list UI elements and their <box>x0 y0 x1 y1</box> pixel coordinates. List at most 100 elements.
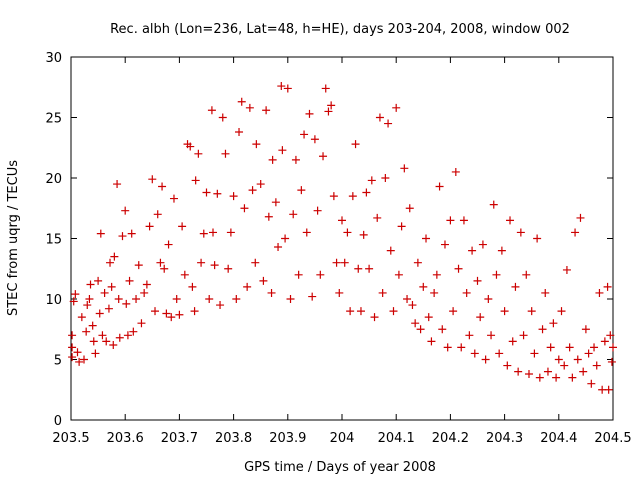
x-tick-label: 203.5 <box>52 431 89 446</box>
x-tick-label: 204.3 <box>486 431 523 446</box>
data-point <box>245 103 254 112</box>
data-point <box>68 353 77 362</box>
data-point <box>169 194 178 203</box>
data-point <box>94 276 103 285</box>
data-point <box>286 295 295 303</box>
data-point <box>313 206 322 215</box>
data-point <box>213 189 222 198</box>
data-point <box>142 280 151 289</box>
data-point <box>422 234 431 243</box>
data-point <box>80 355 89 364</box>
data-point <box>381 174 390 182</box>
data-point <box>134 261 143 270</box>
data-point <box>221 149 230 158</box>
data-point <box>310 135 319 144</box>
data-point <box>541 288 550 297</box>
data-point <box>98 331 107 340</box>
x-tick-label: 204 <box>330 431 355 446</box>
data-point <box>451 167 460 176</box>
data-point <box>297 186 306 195</box>
data-point <box>277 82 286 91</box>
data-point <box>226 228 235 237</box>
data-point <box>237 97 246 106</box>
data-point <box>308 292 317 301</box>
data-point <box>256 180 265 189</box>
data-point <box>549 319 558 328</box>
data-point <box>73 348 82 357</box>
data-point <box>538 325 547 334</box>
data-point <box>443 343 452 352</box>
data-point <box>411 319 420 328</box>
data-point <box>125 276 134 285</box>
y-tick-label: 20 <box>45 172 62 187</box>
data-point <box>413 258 422 267</box>
data-point <box>392 103 401 112</box>
data-point <box>356 307 365 316</box>
data-point <box>151 307 160 316</box>
data-point <box>118 232 127 241</box>
data-point <box>473 276 482 285</box>
data-point <box>468 246 477 255</box>
y-tick-label: 30 <box>45 51 62 66</box>
x-axis-label: GPS time / Days of year 2008 <box>244 460 436 475</box>
x-tick-label: 203.7 <box>161 431 198 446</box>
data-point <box>465 331 474 340</box>
data-point <box>88 321 97 330</box>
data-point <box>104 304 113 313</box>
data-point <box>375 113 384 122</box>
data-point <box>584 349 593 358</box>
data-point <box>68 343 77 352</box>
data-point <box>191 176 200 185</box>
data-point <box>127 229 136 238</box>
data-point <box>289 210 298 219</box>
data-point <box>403 295 412 303</box>
data-point <box>207 106 216 115</box>
data-point <box>305 109 314 118</box>
data-point <box>316 270 325 279</box>
data-point <box>175 310 184 319</box>
data-point <box>489 200 498 209</box>
data-point <box>389 307 398 316</box>
data-point <box>487 331 496 340</box>
data-point <box>202 188 211 197</box>
data-point <box>492 270 501 279</box>
data-point <box>606 331 615 340</box>
data-point <box>86 280 95 289</box>
data-point <box>367 176 376 185</box>
data-point <box>186 142 195 151</box>
data-point <box>543 367 552 376</box>
data-point <box>535 373 544 382</box>
data-point <box>346 307 355 316</box>
data-point <box>327 101 336 110</box>
data-point <box>557 307 566 316</box>
data-point <box>600 337 609 346</box>
plot-area <box>70 56 614 421</box>
data-point <box>332 258 341 267</box>
data-point <box>405 204 414 213</box>
y-tick-label: 0 <box>54 414 62 429</box>
data-point <box>386 246 395 255</box>
data-point <box>516 228 525 237</box>
data-point <box>378 288 387 297</box>
data-point <box>197 258 206 267</box>
plot-border <box>70 56 614 421</box>
data-point <box>278 146 287 155</box>
x-axis: 203.5 203.6 203.7 203.8 203.9 204 204.1 204.2 20… <box>52 57 632 446</box>
data-point <box>129 327 138 336</box>
data-point <box>262 106 271 115</box>
data-point <box>232 295 241 303</box>
data-point <box>506 216 515 225</box>
data-point <box>82 327 91 336</box>
data-point <box>609 343 617 352</box>
data-point <box>408 301 417 310</box>
data-point <box>216 301 225 310</box>
data-point <box>604 385 613 394</box>
data-point <box>359 230 368 239</box>
data-point <box>522 270 531 279</box>
data-point <box>319 152 328 161</box>
y-tick-label: 5 <box>54 354 62 369</box>
data-point <box>430 288 439 297</box>
data-point <box>552 373 561 382</box>
data-point <box>440 240 449 249</box>
data-point <box>281 234 290 243</box>
